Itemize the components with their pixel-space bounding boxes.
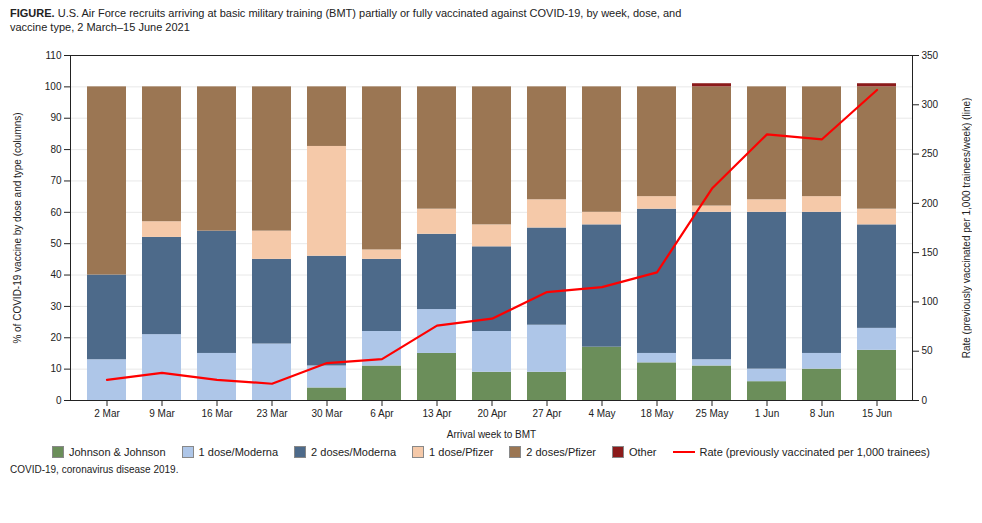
- svg-text:50: 50: [50, 238, 62, 249]
- svg-text:0: 0: [56, 395, 62, 406]
- svg-text:Arrival week to BMT: Arrival week to BMT: [447, 429, 536, 440]
- svg-text:150: 150: [922, 247, 939, 258]
- svg-text:60: 60: [50, 207, 62, 218]
- svg-text:9 Mar: 9 Mar: [149, 408, 175, 419]
- svg-text:10: 10: [50, 363, 62, 374]
- svg-text:0: 0: [922, 395, 928, 406]
- html-text:2 doses/Pfizer: 2 doses/Pfizer: [526, 446, 596, 458]
- html-text:2 doses/Moderna: 2 doses/Moderna: [311, 446, 397, 458]
- html-text:1 dose/Moderna: 1 dose/Moderna: [198, 446, 279, 458]
- svg-text:2 Mar: 2 Mar: [94, 408, 120, 419]
- svg-text:20: 20: [50, 332, 62, 343]
- svg-text:8 Jun: 8 Jun: [810, 408, 834, 419]
- svg-text:20 Apr: 20 Apr: [478, 408, 508, 419]
- html-text:Rate (previously vaccinated pe: Rate (previously vaccinated per 1,000 tr…: [699, 446, 930, 458]
- svg-text:30: 30: [50, 301, 62, 312]
- svg-text:110: 110: [46, 50, 62, 61]
- svg-text:100: 100: [45, 81, 62, 92]
- svg-text:13 Apr: 13 Apr: [423, 408, 453, 419]
- html-text:Johnson & Johnson: Johnson & Johnson: [69, 446, 166, 458]
- svg-text:Rate (previously vaccinated pe: Rate (previously vaccinated per 1,000 tr…: [961, 98, 972, 359]
- svg-text:300: 300: [922, 99, 939, 110]
- svg-text:50: 50: [922, 345, 934, 356]
- svg-text:100: 100: [922, 296, 939, 307]
- svg-text:90: 90: [50, 112, 62, 123]
- html-text:Other: Other: [629, 446, 657, 458]
- svg-text:30 Mar: 30 Mar: [311, 408, 343, 419]
- html-text:1 dose/Pfizer: 1 dose/Pfizer: [429, 446, 494, 458]
- svg-text:70: 70: [50, 175, 62, 186]
- svg-text:15 Jun: 15 Jun: [862, 408, 892, 419]
- svg-text:1 Jun: 1 Jun: [755, 408, 779, 419]
- svg-text:23 Mar: 23 Mar: [256, 408, 288, 419]
- svg-text:250: 250: [922, 148, 939, 159]
- html-text:COVID-19, coronavirus disease: COVID-19, coronavirus disease 2019.: [10, 464, 179, 475]
- svg-text:40: 40: [50, 269, 62, 280]
- svg-text:4 May: 4 May: [588, 408, 615, 419]
- svg-text:18 May: 18 May: [641, 408, 674, 419]
- html-text:FIGURE. U.S. Air Force recruit: FIGURE. U.S. Air Force recruits arriving…: [10, 7, 682, 33]
- svg-text:27 Apr: 27 Apr: [533, 408, 563, 419]
- svg-text:16 Mar: 16 Mar: [201, 408, 233, 419]
- svg-text:% of COVID-19 vaccine by dose: % of COVID-19 vaccine by dose and type (…: [12, 112, 23, 343]
- svg-text:200: 200: [922, 198, 939, 209]
- svg-text:25 May: 25 May: [696, 408, 729, 419]
- svg-text:350: 350: [922, 50, 939, 61]
- svg-text:6 Apr: 6 Apr: [370, 408, 394, 419]
- svg-text:80: 80: [50, 144, 62, 155]
